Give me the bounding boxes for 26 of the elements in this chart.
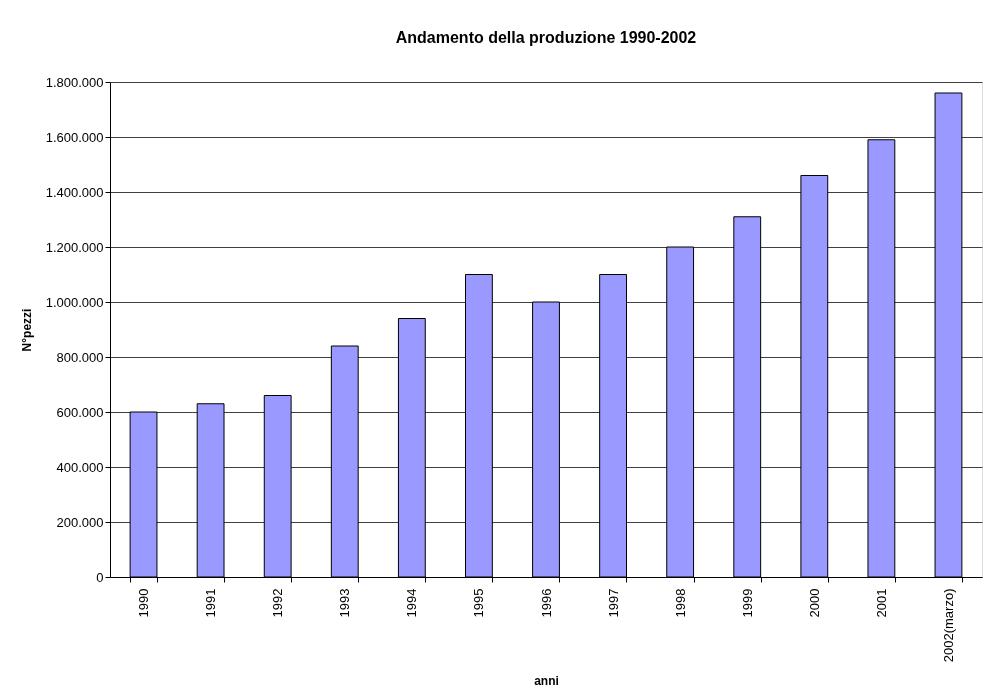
y-tick-label: 200.000 bbox=[56, 514, 104, 530]
y-tick-label: 0 bbox=[96, 569, 104, 585]
x-tick-label: 1994 bbox=[404, 588, 420, 618]
x-axis-title: anni bbox=[534, 674, 559, 689]
x-tick-label: 1996 bbox=[538, 588, 554, 618]
x-tick-label: 1997 bbox=[605, 588, 621, 618]
x-tick-label: 1991 bbox=[203, 588, 219, 618]
x-tick-label: 1993 bbox=[337, 588, 353, 618]
y-axis-title: N°pezzi bbox=[19, 308, 34, 352]
x-tick-label: 1999 bbox=[739, 588, 755, 618]
y-tick-label: 1.800.000 bbox=[45, 74, 104, 90]
x-tick-label: 2002(marzo) bbox=[940, 588, 956, 663]
y-tick-label: 400.000 bbox=[56, 459, 104, 475]
y-tick-label: 800.000 bbox=[56, 349, 104, 365]
x-tick-label: 2001 bbox=[873, 588, 889, 618]
y-tick-label: 600.000 bbox=[56, 404, 104, 420]
x-tick-label: 2000 bbox=[806, 588, 822, 618]
x-tick-label: 1990 bbox=[136, 588, 152, 618]
y-tick-label: 1.600.000 bbox=[45, 129, 104, 145]
y-tick-label: 1.200.000 bbox=[45, 239, 104, 255]
x-tick-label: 1998 bbox=[672, 588, 688, 618]
x-tick-label: 1995 bbox=[471, 588, 487, 618]
chart-title: Andamento della produzione 1990-2002 bbox=[395, 29, 697, 46]
y-tick-label: 1.400.000 bbox=[45, 184, 104, 200]
y-tick-label: 1.000.000 bbox=[45, 294, 104, 310]
x-tick-label: 1992 bbox=[270, 588, 286, 618]
